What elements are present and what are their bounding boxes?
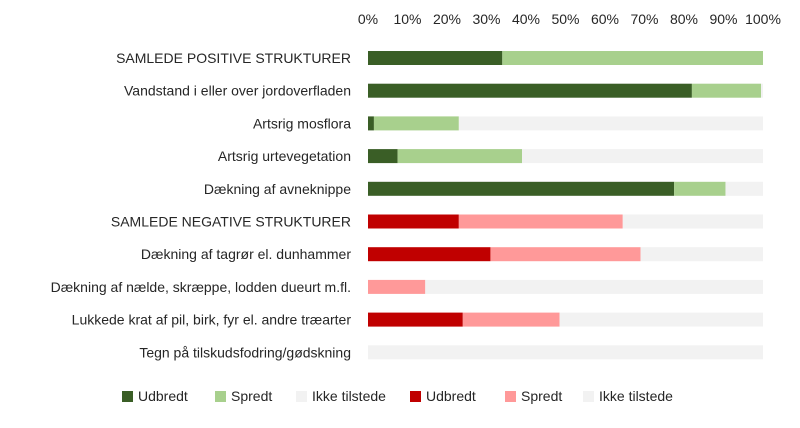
legend-swatch [122, 391, 133, 402]
legend-label: Udbredt [138, 388, 188, 404]
category-label: Dækning af nælde, skræppe, lodden dueurt… [51, 279, 351, 295]
x-tick-label: 100% [745, 11, 781, 27]
category-label: Artsrig mosflora [253, 115, 351, 131]
category-label: SAMLEDE POSITIVE STRUKTURER [116, 50, 351, 66]
bar-segment [559, 312, 763, 327]
bar-segment [368, 181, 675, 196]
x-tick-label: 80% [670, 11, 698, 27]
x-tick-label: 50% [551, 11, 579, 27]
bar-segment [397, 149, 523, 164]
x-tick-label: 10% [393, 11, 421, 27]
bar-segment [640, 247, 763, 262]
x-tick-label: 20% [433, 11, 461, 27]
legend-swatch [215, 391, 226, 402]
bar-segment [368, 83, 692, 98]
bar-segment [674, 181, 726, 196]
x-tick-label: 0% [358, 11, 378, 27]
bar-segment [368, 116, 374, 131]
x-tick-label: 60% [591, 11, 619, 27]
x-tick-label: 30% [472, 11, 500, 27]
bar-segment [368, 279, 426, 294]
bars [368, 51, 763, 360]
legend-label: Spredt [231, 388, 272, 404]
bar-segment [462, 312, 560, 327]
bar-segment [490, 247, 641, 262]
bar-segment [368, 214, 459, 229]
category-labels: SAMLEDE POSITIVE STRUKTURER Vandstand i e… [51, 50, 352, 360]
bar-segment [522, 149, 763, 164]
bar-segment [458, 214, 623, 229]
bar-segment [725, 181, 763, 196]
legend-swatch [410, 391, 421, 402]
category-label: Dækning af avneknippe [204, 181, 351, 197]
x-tick-label: 90% [709, 11, 737, 27]
bar-segment [502, 51, 763, 65]
category-label: Lukkede krat af pil, birk, fyr el. andre… [72, 312, 352, 328]
bar-segment [425, 279, 763, 294]
bar-segment [458, 116, 763, 131]
legend-swatch [296, 391, 307, 402]
category-label: Vandstand i eller over jordoverfladen [124, 83, 351, 99]
bar-segment [622, 214, 763, 229]
x-tick-label: 40% [512, 11, 540, 27]
bar-segment [368, 312, 463, 327]
x-tick-label: 70% [630, 11, 658, 27]
legend-swatch [505, 391, 516, 402]
bar-segment [761, 83, 763, 98]
category-label: SAMLEDE NEGATIVE STRUKTURER [111, 214, 351, 230]
bar-segment [691, 83, 762, 98]
category-label: Tegn på tilskudsfodring/gødskning [139, 344, 351, 360]
bar-segment [373, 116, 459, 131]
legend-label: Udbredt [426, 388, 476, 404]
category-label: Artsrig urtevegetation [218, 148, 351, 164]
bar-segment [368, 345, 763, 360]
x-axis-ticks: 0% 10% 20% 30% 40% 50% 60% 70% 80% 90% 100% [358, 11, 781, 27]
legend-label: Spredt [521, 388, 562, 404]
bar-segment [368, 247, 491, 262]
category-label: Dækning af tagrør el. dunhammer [141, 246, 351, 262]
legend-label: Ikke tilstede [599, 388, 673, 404]
legend-label: Ikke tilstede [312, 388, 386, 404]
legend-swatch [583, 391, 594, 402]
bar-segment [368, 149, 398, 164]
bar-segment [368, 51, 503, 65]
legend: Udbredt Spredt Ikke tilstede Udbredt Spredt I… [122, 388, 673, 404]
